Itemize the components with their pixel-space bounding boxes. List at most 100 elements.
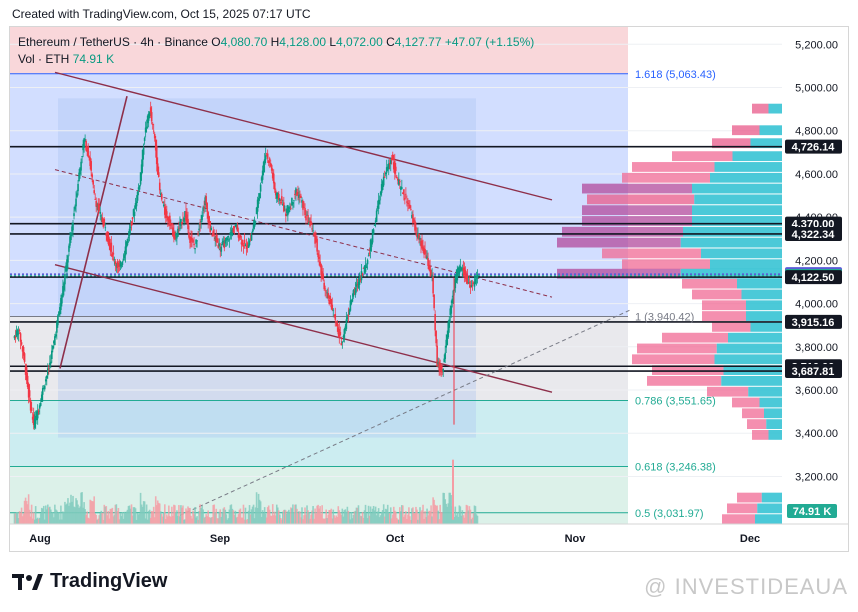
candle-body bbox=[291, 197, 293, 206]
volume-bar bbox=[100, 510, 103, 524]
volume-bar bbox=[292, 504, 294, 524]
candle-body bbox=[42, 387, 45, 389]
candle-body bbox=[307, 215, 309, 223]
volume-bar bbox=[328, 509, 331, 524]
volume-bar bbox=[381, 510, 384, 524]
candle-body bbox=[94, 198, 96, 200]
candle-body bbox=[423, 247, 425, 255]
volume-bar bbox=[37, 518, 40, 524]
volume-bar bbox=[69, 502, 71, 524]
volume-bar bbox=[36, 517, 39, 524]
volume-bar bbox=[445, 503, 448, 524]
volume-bar bbox=[341, 508, 344, 524]
volume-bar bbox=[139, 492, 142, 524]
volume-bar bbox=[98, 515, 101, 524]
candle-body bbox=[131, 217, 134, 220]
volume-bar bbox=[201, 505, 203, 524]
candle-body bbox=[151, 123, 154, 125]
tradingview-logo[interactable]: TradingView bbox=[12, 570, 167, 593]
volume-bar bbox=[102, 519, 105, 524]
low-label: L bbox=[329, 35, 337, 49]
candle-body bbox=[389, 160, 392, 165]
price-axis-tick-label: 3,200.00 bbox=[795, 471, 838, 483]
volume-bar bbox=[464, 512, 467, 524]
time-axis-tick-label: Sep bbox=[210, 533, 230, 545]
volume-profile-bar bbox=[750, 321, 782, 332]
candle-body bbox=[418, 233, 420, 240]
volume-bar bbox=[460, 515, 463, 524]
price-chart[interactable]: 5,200.005,000.004,800.004,600.004,400.00… bbox=[0, 0, 858, 560]
volume-bar bbox=[239, 508, 242, 524]
candle-body bbox=[465, 274, 468, 280]
volume-bar bbox=[339, 512, 342, 524]
candle-body bbox=[75, 198, 77, 207]
candle-body bbox=[197, 233, 199, 235]
volume-bar bbox=[199, 504, 201, 524]
volume-bar bbox=[234, 510, 237, 524]
candle-body bbox=[444, 352, 447, 360]
price-axis-tick-label: 5,200.00 bbox=[795, 39, 838, 51]
volume-bar bbox=[28, 509, 31, 524]
candle-body bbox=[205, 196, 207, 204]
volume-bar bbox=[310, 514, 312, 524]
volume-profile-bar bbox=[602, 248, 701, 259]
volume-bar bbox=[193, 514, 195, 524]
volume-bar bbox=[246, 519, 249, 524]
candle-body bbox=[459, 266, 462, 271]
candle-body bbox=[14, 336, 17, 339]
volume-profile-bar bbox=[587, 194, 695, 205]
volume-bar bbox=[15, 512, 18, 524]
candle-body bbox=[78, 172, 80, 181]
tradingview-brand-text: TradingView bbox=[50, 570, 168, 592]
impulse-trendline bbox=[59, 95, 128, 369]
volume-profile-bar bbox=[702, 311, 746, 321]
candle-body bbox=[102, 221, 105, 227]
volume-profile-bar bbox=[732, 125, 760, 136]
symbol-name[interactable]: Ethereum / TetherUS · 4h · Binance bbox=[18, 35, 208, 49]
volume-bar bbox=[93, 496, 95, 524]
candle-body bbox=[304, 208, 306, 216]
volume-bar bbox=[288, 509, 290, 524]
candle-body bbox=[99, 211, 102, 214]
candle-body bbox=[261, 170, 264, 180]
chart-frame[interactable] bbox=[9, 26, 849, 552]
candle-body bbox=[341, 341, 344, 343]
candle-body bbox=[210, 227, 212, 230]
candle-body bbox=[363, 265, 366, 273]
candle-body bbox=[196, 240, 198, 242]
volume-profile-bar bbox=[761, 492, 782, 503]
price-axis-tick-label: 4,600.00 bbox=[795, 169, 838, 181]
candle-body bbox=[326, 292, 328, 294]
volume-bar bbox=[46, 504, 49, 524]
volume-bar bbox=[197, 519, 199, 524]
volume-bar bbox=[27, 494, 30, 524]
volume-bar bbox=[182, 505, 184, 524]
volume-bar bbox=[299, 511, 301, 524]
price-axis-tick-label: 4,200.00 bbox=[795, 255, 838, 267]
volume-bar bbox=[410, 519, 412, 524]
volume-profile-bar bbox=[637, 343, 717, 354]
volume-bar bbox=[207, 510, 209, 524]
volume-bar bbox=[91, 501, 93, 524]
volume-label[interactable]: Vol · ETH bbox=[18, 52, 70, 66]
volume-bar bbox=[216, 518, 219, 524]
volume-bar bbox=[406, 518, 408, 524]
candle-body bbox=[370, 241, 373, 248]
candle-body bbox=[92, 180, 94, 185]
candle-body bbox=[293, 200, 295, 202]
candle-body bbox=[283, 202, 285, 212]
volume-bar bbox=[126, 509, 129, 524]
volume-bar bbox=[289, 512, 291, 524]
volume-profile-bar bbox=[766, 419, 782, 430]
volume-bar bbox=[286, 513, 288, 524]
volume-bar bbox=[373, 510, 376, 524]
candle-body bbox=[466, 275, 469, 284]
volume-bar bbox=[116, 511, 119, 524]
candle-body bbox=[251, 230, 254, 233]
volume-bar bbox=[281, 519, 283, 524]
candle-body bbox=[174, 232, 176, 240]
candle-body bbox=[366, 259, 369, 265]
candle-body bbox=[149, 107, 152, 113]
candle-body bbox=[413, 219, 415, 221]
volume-profile-bar bbox=[714, 162, 782, 172]
